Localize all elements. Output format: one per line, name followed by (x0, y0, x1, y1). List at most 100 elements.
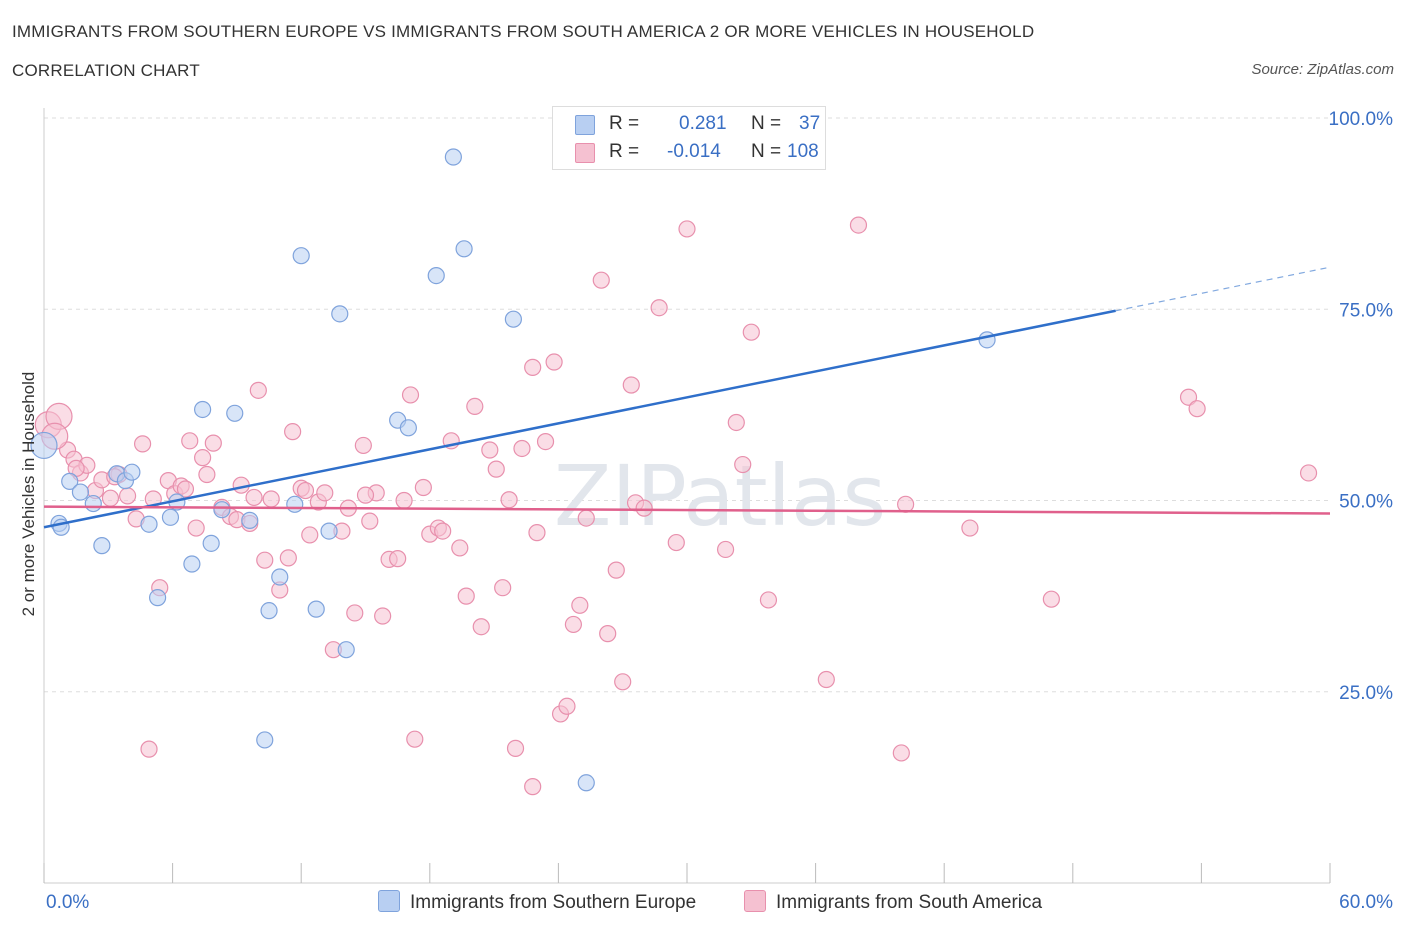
legend-r-value: -0.014 (667, 141, 721, 162)
scatter-point-south-america (536, 432, 555, 451)
scatter-point-southern-europe (140, 515, 158, 533)
scatter-point-south-america (296, 481, 315, 500)
scatter-point-south-america (961, 519, 979, 537)
scatter-point-south-america (577, 509, 595, 527)
scatter-point-southern-europe (455, 240, 473, 258)
scatter-point-south-america (316, 484, 334, 502)
scatter-point-south-america (487, 460, 505, 478)
legend-swatch-blue (575, 115, 595, 135)
scatter-point-south-america (727, 413, 745, 432)
trendline-southern-europe (43, 309, 1116, 529)
legend-n-label: N = (751, 141, 782, 162)
scatter-point-south-america (759, 591, 778, 609)
scatter-point-south-america (817, 670, 835, 689)
scatter-point-south-america (401, 386, 420, 404)
scatter-point-southern-europe (444, 148, 462, 166)
scatter-point-south-america (133, 435, 152, 453)
scatter-point-south-america (500, 491, 518, 509)
scatter-point-south-america (279, 549, 297, 567)
scatter-point-south-america (849, 216, 868, 234)
scatter-point-south-america (354, 436, 372, 455)
scatter-point-south-america (742, 323, 760, 341)
scatter-point-southern-europe (256, 731, 274, 749)
scatter-point-south-america (249, 381, 267, 399)
legend-r-label: R = (609, 113, 640, 134)
scatter-point-south-america (635, 499, 653, 517)
scatter-point-south-america (176, 480, 195, 498)
scatter-point-south-america (262, 490, 280, 508)
scatter-point-south-america (140, 740, 158, 758)
scatter-point-southern-europe (226, 404, 244, 422)
trend-layer (43, 266, 1331, 529)
scatter-point-south-america (524, 778, 542, 796)
source-credit: Source: ZipAtlas.com (1251, 61, 1394, 78)
scatter-point-southern-europe (148, 589, 167, 607)
scatter-point-south-america (434, 522, 452, 540)
scatter-point-southern-europe (84, 494, 102, 513)
legend-series-name: Immigrants from Southern Europe (410, 892, 697, 913)
scatter-point-south-america (571, 596, 589, 614)
scatter-point-south-america (506, 739, 525, 757)
legend-n-value: 37 (799, 113, 821, 134)
scatter-point-south-america (346, 604, 364, 622)
scatter-point-southern-europe (271, 568, 289, 586)
scatter-point-south-america (194, 449, 212, 467)
scatter-point-south-america (734, 455, 752, 474)
scatter-point-southern-europe (978, 331, 996, 349)
x-tick-label: 0.0% (46, 892, 89, 913)
scatter-point-south-america (599, 625, 617, 643)
scatter-point-southern-europe (292, 247, 310, 265)
scatter-point-south-america (389, 550, 407, 568)
legend-swatch-blue (378, 890, 400, 912)
y-tick-label: 75.0% (1339, 300, 1393, 321)
scatter-point-southern-europe (320, 522, 338, 540)
legend-n-value: 108 (787, 141, 819, 162)
scatter-point-south-america (451, 539, 469, 557)
scatter-point-southern-europe (61, 472, 79, 490)
scatter-point-south-america (892, 744, 910, 762)
scatter-point-south-america (545, 353, 563, 371)
scatter-point-south-america (284, 423, 302, 441)
scatter-point-south-america (101, 489, 120, 507)
scatter-point-southern-europe (183, 555, 201, 573)
scatter-point-south-america (118, 487, 137, 505)
trendline-southern-europe-extension (1115, 266, 1331, 312)
scatter-point-south-america (198, 465, 216, 484)
scatter-point-south-america (614, 673, 632, 691)
axis-layer (43, 108, 1331, 884)
scatter-point-south-america (472, 618, 490, 636)
scatter-point-southern-europe (427, 266, 445, 285)
scatter-point-southern-europe (241, 511, 259, 529)
scatter-point-south-america (622, 376, 640, 394)
scatter-point-south-america (558, 697, 576, 715)
scatter-point-southern-europe (504, 310, 522, 328)
series-south-america-points (34, 216, 1318, 796)
grid-layer (44, 117, 1330, 693)
scatter-point-south-america (678, 220, 696, 238)
legend-r-value: 0.281 (679, 113, 727, 134)
scatter-point-south-america (1188, 400, 1206, 418)
chart-title: IMMIGRANTS FROM SOUTHERN EUROPE VS IMMIG… (12, 22, 1035, 41)
scatter-point-south-america (466, 397, 484, 416)
legend-swatch-pink (575, 143, 595, 163)
scatter-point-south-america (245, 488, 263, 507)
scatter-point-south-america (414, 478, 432, 497)
trendline-south-america (43, 505, 1331, 515)
scatter-point-south-america (481, 441, 499, 459)
scatter-point-south-america (607, 561, 625, 579)
y-tick-label: 50.0% (1339, 492, 1393, 513)
scatter-point-south-america (356, 486, 375, 504)
scatter-point-south-america (1179, 388, 1198, 406)
scatter-point-south-america (650, 299, 668, 317)
scatter-point-south-america (457, 587, 475, 605)
scatter-point-southern-europe (202, 534, 220, 552)
scatter-point-southern-europe (399, 419, 417, 437)
chart-subtitle: CORRELATION CHART (12, 61, 200, 80)
scatter-point-south-america (592, 271, 610, 289)
scatter-point-southern-europe (93, 537, 111, 555)
scatter-point-southern-europe (286, 495, 304, 513)
scatter-point-south-america (528, 524, 546, 542)
scatter-point-south-america (716, 540, 735, 559)
scatter-point-southern-europe (161, 508, 180, 526)
